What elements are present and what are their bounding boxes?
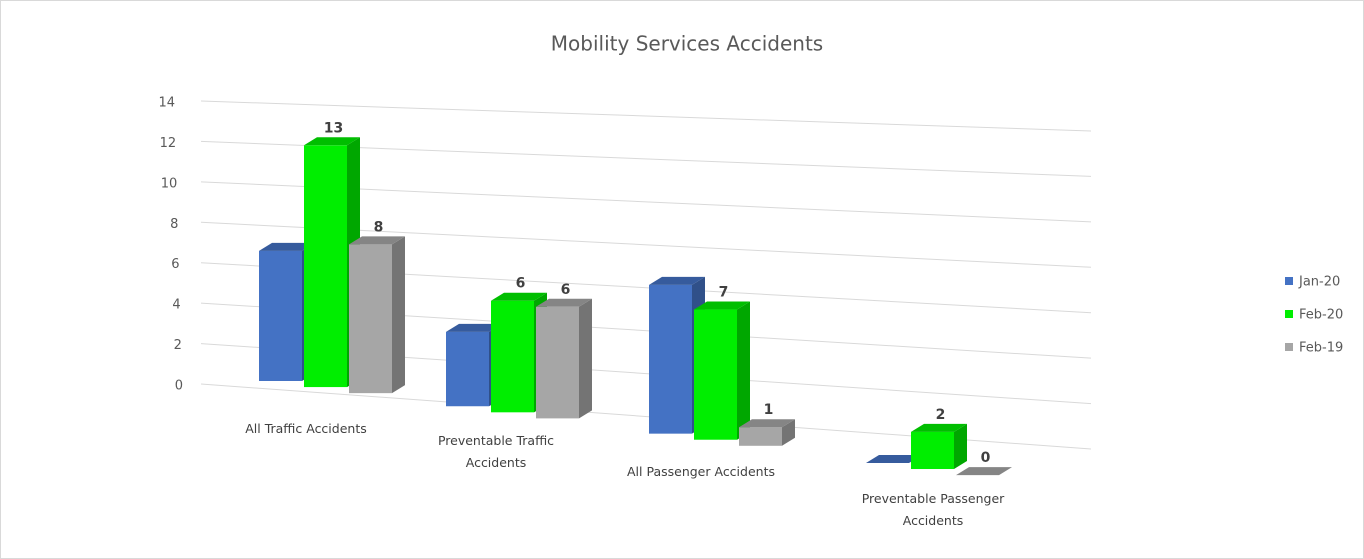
legend-swatch bbox=[1285, 277, 1293, 285]
y-tick-label: 10 bbox=[161, 176, 178, 191]
grid-line bbox=[200, 100, 1092, 132]
data-label: 8 bbox=[374, 219, 384, 235]
bar-front bbox=[349, 244, 392, 394]
bar-front bbox=[536, 306, 579, 419]
bar-top bbox=[536, 298, 592, 307]
bar bbox=[911, 423, 967, 470]
bar-side bbox=[954, 423, 967, 470]
y-tick-label: 8 bbox=[170, 217, 178, 232]
bar-side bbox=[782, 419, 795, 446]
x-tick-label: Preventable Passenger Accidents bbox=[861, 491, 1005, 528]
bar-front bbox=[491, 300, 534, 413]
bar-side bbox=[579, 298, 592, 419]
y-tick-label: 0 bbox=[175, 379, 183, 394]
y-tick-label: 2 bbox=[174, 338, 182, 353]
bar-top bbox=[649, 276, 705, 285]
legend-label: Jan-20 bbox=[1298, 275, 1340, 290]
y-tick-label: 6 bbox=[171, 257, 179, 272]
legend-swatch bbox=[1285, 310, 1293, 318]
bar bbox=[956, 467, 1012, 476]
bar-front bbox=[304, 145, 347, 388]
y-tick-label: 4 bbox=[172, 298, 180, 313]
bar-top bbox=[911, 423, 967, 432]
bar-top bbox=[694, 301, 750, 310]
data-label: 1 bbox=[764, 402, 774, 418]
bar bbox=[536, 298, 592, 419]
bar bbox=[739, 419, 795, 446]
bar bbox=[349, 236, 405, 394]
y-tick-label: 12 bbox=[160, 136, 177, 151]
data-label: 6 bbox=[561, 282, 571, 298]
bar-top bbox=[304, 137, 360, 146]
bar-front bbox=[911, 431, 954, 470]
y-tick-label: 14 bbox=[158, 96, 175, 111]
bar-top bbox=[866, 454, 922, 463]
bar-top bbox=[259, 242, 315, 251]
legend-label: Feb-20 bbox=[1299, 308, 1343, 323]
bar bbox=[694, 301, 750, 440]
data-label: 2 bbox=[936, 407, 946, 423]
bar-front bbox=[739, 427, 782, 446]
bar-top bbox=[491, 292, 547, 301]
bar bbox=[866, 454, 922, 463]
bar-side bbox=[392, 236, 405, 394]
x-tick-label: All Traffic Accidents bbox=[245, 421, 367, 436]
bar-top bbox=[446, 323, 502, 332]
data-label: 13 bbox=[324, 120, 343, 136]
bar-front bbox=[446, 331, 489, 407]
data-label: 7 bbox=[719, 285, 729, 301]
bar-front bbox=[649, 284, 692, 434]
chart-title: Mobility Services Accidents bbox=[551, 32, 823, 56]
bar-side bbox=[737, 301, 750, 440]
bar-front bbox=[694, 309, 737, 440]
legend-swatch bbox=[1285, 343, 1293, 351]
bar-top bbox=[349, 236, 405, 245]
x-tick-label: All Passenger Accidents bbox=[627, 464, 775, 479]
x-tick-label: Preventable Traffic Accidents bbox=[437, 433, 555, 470]
data-label: 6 bbox=[516, 276, 526, 292]
bar-top bbox=[739, 419, 795, 428]
data-label: 0 bbox=[981, 450, 991, 466]
legend-label: Feb-19 bbox=[1299, 341, 1343, 356]
bar-top bbox=[956, 467, 1012, 476]
bar-front bbox=[259, 250, 302, 381]
